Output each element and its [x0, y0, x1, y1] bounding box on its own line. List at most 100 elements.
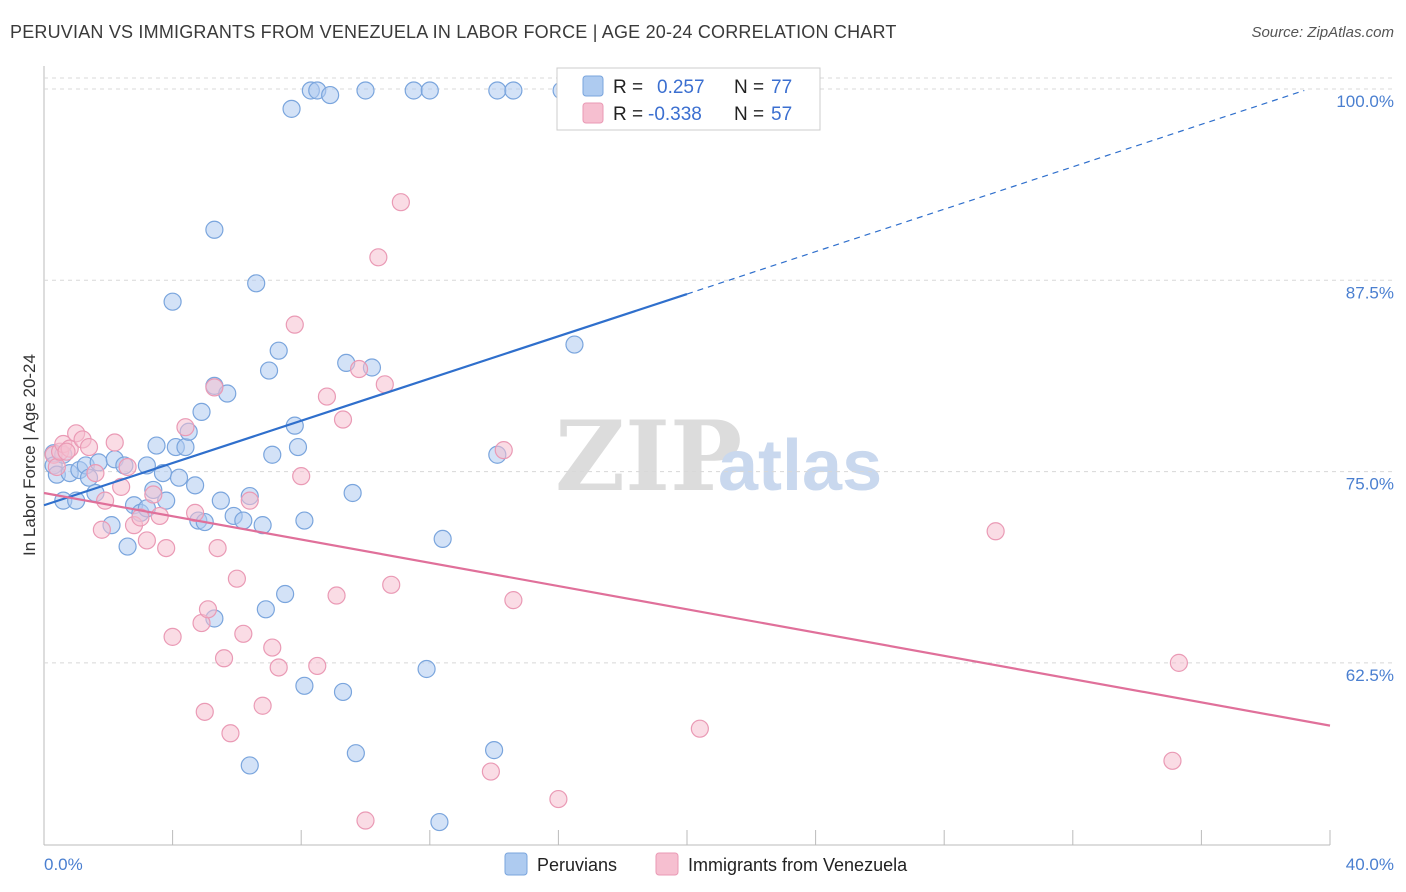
peruvians-point-24 — [163, 292, 182, 311]
venezuela-point-25 — [198, 600, 218, 619]
venezuela-point-35 — [285, 315, 304, 334]
legend-n-value-1: 57 — [771, 104, 792, 125]
peruvians-point-40 — [247, 274, 266, 293]
peruvians-point-42 — [256, 600, 275, 619]
venezuela-point-17 — [144, 485, 163, 504]
peruvians-point-46 — [276, 584, 295, 604]
venezuela-point-8 — [86, 464, 105, 483]
y-tick-label-1: 75.0% — [1346, 475, 1394, 494]
venezuela-point-33 — [263, 638, 282, 657]
peruvians-point-31 — [192, 402, 211, 421]
peruvians-point-47 — [282, 99, 301, 118]
venezuela-point-9 — [92, 520, 111, 539]
venezuela-point-19 — [157, 538, 176, 558]
venezuela-point-50 — [549, 789, 568, 809]
venezuela-point-26 — [208, 538, 227, 558]
venezuela-point-38 — [317, 387, 337, 406]
venezuela-point-40 — [333, 410, 353, 429]
venezuela-point-47 — [481, 762, 500, 781]
venezuela-point-54 — [1169, 653, 1188, 672]
venezuela-point-32 — [253, 696, 272, 715]
venezuela-point-34 — [269, 658, 288, 677]
venezuela-point-10 — [95, 491, 115, 510]
venezuela-point-49 — [504, 591, 523, 610]
peruvians-point-72 — [240, 756, 259, 775]
bottom-legend-swatch-venezuela — [655, 852, 679, 876]
peruvians-point-51 — [295, 676, 314, 695]
gridlines — [44, 77, 1395, 664]
peruvians-point-21 — [147, 436, 166, 455]
peruvians-point-29 — [186, 476, 205, 495]
watermark-zip: ZIP — [555, 400, 742, 513]
chart-title: PERUVIAN VS IMMIGRANTS FROM VENEZUELA IN… — [10, 22, 897, 42]
venezuela-point-27 — [214, 649, 234, 668]
venezuela-point-20 — [163, 627, 182, 646]
stats-legend: R = 0.257 N = 77 R = -0.338 N = 57 — [556, 67, 821, 131]
legend-n-label-0: N = — [734, 77, 764, 98]
peruvians-point-50 — [295, 511, 314, 530]
peruvians-point-71 — [565, 335, 584, 354]
venezuela-point-43 — [369, 248, 388, 267]
legend-r-value-0: 0.257 — [657, 77, 705, 98]
peruvians-point-68 — [488, 81, 507, 100]
x-tick-label-min: 0.0% — [44, 855, 83, 874]
peruvians-point-49 — [288, 437, 308, 457]
peruvians-point-54 — [321, 85, 340, 105]
legend-swatch-peruvians — [582, 75, 604, 97]
venezuela-point-42 — [356, 811, 375, 830]
venezuela-point-51 — [690, 719, 709, 738]
peruvians-point-66 — [485, 741, 504, 760]
venezuela-point-1 — [47, 457, 66, 477]
venezuela-point-45 — [382, 575, 401, 594]
legend-r-label-1: R = — [613, 104, 643, 125]
venezuela-point-11 — [105, 433, 124, 452]
venezuela-point-24 — [195, 702, 214, 721]
bottom-legend-label-peruvians: Peruvians — [537, 855, 617, 875]
venezuela-point-53 — [1163, 751, 1182, 770]
venezuela-point-56 — [57, 442, 76, 461]
peruvians-trendline-extension — [686, 89, 1305, 295]
y-tick-label-3: 100.0% — [1336, 92, 1394, 111]
peruvians-point-57 — [343, 483, 362, 503]
y-axis-label: In Labor Force | Age 20-24 — [20, 354, 39, 556]
peruvians-point-26 — [169, 468, 189, 487]
peruvians-point-35 — [211, 491, 230, 510]
peruvians-point-15 — [118, 537, 137, 556]
peruvians-point-55 — [333, 682, 353, 702]
venezuela-point-55 — [205, 378, 224, 397]
series-legend: Peruvians Immigrants from Venezuela — [504, 852, 908, 876]
peruvians-trendline — [43, 292, 688, 507]
peruvians-point-44 — [263, 445, 282, 464]
peruvians-point-27 — [176, 437, 195, 457]
peruvians-point-61 — [404, 81, 423, 100]
venezuela-point-30 — [234, 624, 253, 643]
y-tick-labels: 62.5% 75.0% 87.5% 100.0% — [1336, 92, 1394, 685]
peruvians-point-69 — [504, 81, 523, 100]
trendlines — [43, 89, 1331, 727]
peruvians-point-64 — [430, 812, 449, 832]
legend-r-value-1: -0.338 — [648, 104, 702, 125]
peruvians-point-63 — [420, 81, 439, 100]
x-tick-label-max: 40.0% — [1346, 855, 1394, 874]
peruvians-point-62 — [417, 659, 436, 679]
venezuela-point-48 — [494, 441, 513, 460]
venezuela-point-52 — [986, 522, 1005, 541]
venezuela-point-37 — [308, 656, 327, 676]
watermark-atlas: atlas — [718, 426, 882, 506]
venezuela-trendline — [43, 491, 1331, 727]
venezuela-point-13 — [118, 457, 137, 477]
peruvians-point-43 — [259, 361, 279, 380]
venezuela-point-36 — [292, 467, 311, 486]
venezuela-points — [44, 193, 1188, 830]
legend-r-label-0: R = — [613, 77, 643, 98]
x-ticks — [43, 830, 1331, 845]
peruvians-point-33 — [205, 220, 224, 239]
peruvians-point-58 — [346, 744, 365, 763]
bottom-legend-label-venezuela: Immigrants from Venezuela — [688, 855, 908, 875]
venezuela-point-15 — [131, 508, 150, 527]
venezuela-point-41 — [349, 359, 369, 379]
peruvians-point-45 — [269, 341, 288, 360]
peruvians-point-65 — [433, 529, 452, 549]
peruvians-point-38 — [234, 511, 253, 530]
